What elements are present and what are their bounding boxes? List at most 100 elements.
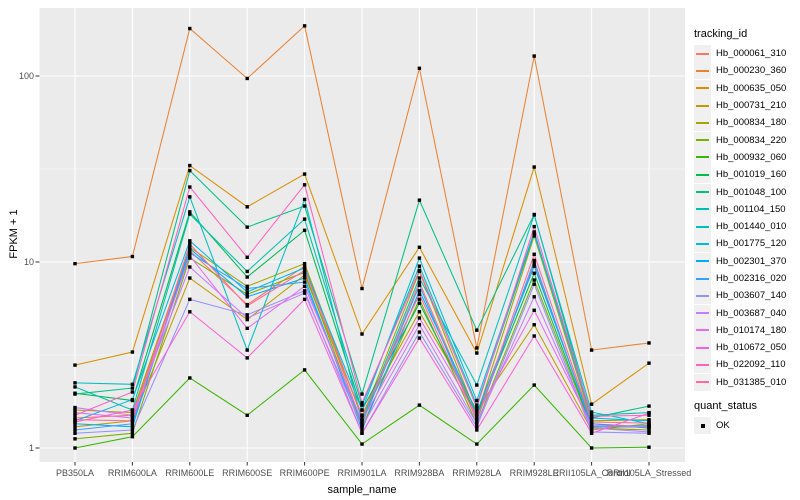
data-point: [245, 313, 249, 317]
y-tick-label: 1: [28, 442, 34, 453]
legend-quant-title: quant_status: [694, 399, 757, 412]
legend-item: Hb_003687_040: [694, 304, 798, 322]
data-point: [532, 54, 536, 58]
data-point: [475, 413, 479, 417]
legend-key: [694, 373, 711, 391]
legend-item-label: Hb_022092_110: [716, 359, 786, 371]
data-point: [130, 397, 135, 402]
data-point: [130, 413, 135, 417]
legend-item: Hb_001440_010: [694, 218, 798, 236]
legend-item-label: Hb_000731_210: [716, 100, 787, 112]
legend-item: Hb_000061_310: [694, 45, 798, 63]
data-point: [130, 350, 135, 354]
data-point: [188, 276, 192, 280]
data-point: [73, 413, 77, 417]
legend-key: [694, 200, 711, 218]
data-point: [302, 266, 307, 270]
legend-key: [694, 45, 711, 63]
data-point: [130, 416, 135, 420]
data-point: [188, 256, 192, 260]
data-point: [302, 289, 307, 293]
data-point: [417, 245, 422, 249]
data-point: [302, 172, 307, 176]
data-point: [532, 282, 536, 286]
data-point: [302, 291, 307, 295]
x-tick-label: RRIM600LA: [107, 468, 157, 478]
legend-key: [694, 166, 711, 184]
data-point: [417, 256, 422, 260]
line-swatch-icon: [696, 52, 709, 55]
data-point: [245, 295, 249, 299]
data-point: [188, 163, 192, 168]
legend-key: [694, 235, 711, 253]
legend-item: Hb_001048_100: [694, 183, 798, 201]
x-tick-label: RRIM901LA: [337, 468, 387, 478]
data-point: [188, 195, 192, 199]
data-point: [302, 24, 307, 28]
data-point: [73, 381, 77, 385]
data-point: [302, 204, 307, 208]
data-point: [532, 258, 536, 263]
data-point: [245, 316, 249, 320]
line-swatch-icon: [696, 381, 709, 384]
data-point: [589, 426, 594, 430]
data-point: [245, 275, 249, 279]
data-point: [475, 417, 479, 422]
data-point: [532, 230, 536, 234]
data-point: [130, 410, 135, 415]
data-point: [360, 403, 364, 407]
data-point: [302, 297, 307, 302]
legend-item: Hb_010672_050: [694, 339, 798, 357]
data-point: [245, 286, 249, 291]
data-point: [302, 284, 307, 289]
legend-item-label: Hb_031385_010: [716, 376, 787, 388]
legend-item-quant: OK: [694, 417, 798, 435]
data-point: [475, 328, 479, 332]
data-point: [245, 269, 249, 274]
data-point: [188, 26, 192, 31]
data-point: [360, 332, 364, 336]
data-point: [73, 363, 77, 367]
x-tick-label: RRIM600LE: [165, 468, 215, 478]
line-swatch-icon: [696, 277, 709, 280]
data-point: [475, 428, 479, 432]
data-point: [302, 368, 307, 372]
data-point: [188, 297, 192, 302]
data-point: [130, 254, 135, 259]
data-point: [532, 383, 536, 387]
line-swatch-icon: [696, 329, 709, 332]
x-tick-label: RRIM600SE: [222, 468, 273, 478]
legend-item-label: Hb_002316_020: [716, 273, 787, 284]
data-point: [130, 382, 135, 387]
data-point: [245, 205, 249, 209]
data-point: [302, 273, 307, 277]
x-tick-label: PB350LA: [55, 468, 95, 478]
line-swatch-icon: [696, 69, 709, 72]
data-point: [73, 431, 77, 435]
legend-item: Hb_010174_180: [694, 321, 798, 339]
legend-key: [694, 356, 711, 374]
line-swatch-icon: [696, 260, 709, 263]
legend-key: [694, 148, 711, 166]
data-point: [417, 276, 422, 280]
data-point: [360, 286, 364, 291]
data-point: [360, 431, 364, 435]
line-swatch-icon: [696, 156, 709, 159]
line-swatch-icon: [696, 242, 709, 245]
data-point: [188, 249, 192, 253]
data-point: [589, 428, 594, 432]
legend-key: [694, 114, 711, 132]
legend-item-label: Hb_000834_180: [716, 117, 787, 129]
legend-item: Hb_002316_020: [694, 270, 798, 287]
legend-item: Hb_031385_010: [694, 373, 798, 391]
data-point: [188, 251, 192, 255]
line-swatch-icon: [696, 346, 709, 349]
legend-key: [694, 339, 711, 357]
data-point: [130, 422, 135, 426]
legend-item-label: Hb_000834_220: [716, 134, 787, 146]
data-point: [73, 417, 77, 422]
data-point: [360, 413, 364, 417]
data-point: [302, 261, 307, 266]
